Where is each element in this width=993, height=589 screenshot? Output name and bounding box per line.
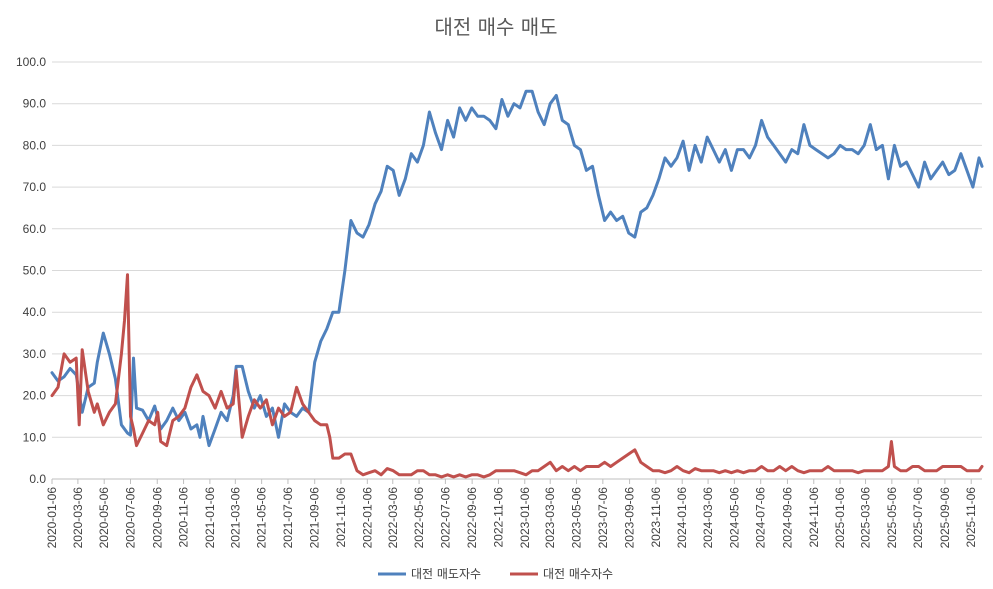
x-tick-label: 2020-11-06 [177,487,191,548]
x-tick-label: 2023-07-06 [596,487,610,549]
x-tick-label: 2025-05-06 [885,487,899,549]
x-tick-label: 2021-09-06 [308,487,322,549]
x-tick-label: 2021-03-06 [228,487,242,549]
x-tick-label: 2020-03-06 [71,487,85,549]
y-tick-label: 30.0 [23,347,47,361]
x-tick-label: 2024-01-06 [675,487,689,549]
y-tick-label: 90.0 [23,97,47,111]
x-tick-label: 2023-01-06 [518,487,532,549]
y-tick-label: 80.0 [23,138,47,152]
chart-title: 대전 매수 매도 [434,15,557,39]
legend-label-0: 대전 매도자수 [411,567,481,581]
x-tick-label: 2023-09-06 [623,487,637,549]
x-tick-label: 2022-03-06 [386,487,400,549]
x-tick-label: 2022-01-06 [360,487,374,549]
x-tick-label: 2023-03-06 [543,487,557,549]
x-tick-label: 2025-03-06 [859,487,873,549]
x-tick-label: 2020-01-06 [45,487,59,549]
x-tick-label: 2023-05-06 [570,487,584,549]
y-tick-label: 0.0 [29,472,46,486]
x-tick-label: 2021-01-06 [203,487,217,549]
x-tick-label: 2022-11-06 [491,487,505,548]
x-tick-label: 2025-09-06 [938,487,952,549]
x-tick-label: 2020-09-06 [150,487,164,549]
y-tick-label: 60.0 [23,222,47,236]
y-tick-label: 70.0 [23,180,47,194]
x-tick-label: 2022-09-06 [465,487,479,549]
x-tick-label: 2020-07-06 [124,487,138,549]
x-tick-label: 2025-11-06 [964,487,978,548]
x-tick-label: 2024-07-06 [754,487,768,549]
y-tick-label: 40.0 [23,305,47,319]
series-line-1 [50,273,984,479]
series-lines [50,89,984,479]
y-tick-label: 100.0 [16,55,46,69]
series-line-0 [50,89,984,448]
y-tick-label: 20.0 [23,389,47,403]
x-tick-label: 2025-07-06 [911,487,925,549]
x-tick-label: 2024-03-06 [701,487,715,549]
y-tick-label: 10.0 [23,430,47,444]
x-tick-label: 2021-07-06 [281,487,295,549]
x-tick-label: 2025-01-06 [833,487,847,549]
legend-label-1: 대전 매수자수 [543,567,613,581]
x-tick-label: 2021-05-06 [255,487,269,549]
y-tick-label: 50.0 [23,264,47,278]
x-axis-ticks: 2020-01-06 2020-03-06 2020-05-06 2020-07-06… [45,479,978,548]
x-tick-label: 2024-11-06 [807,487,821,548]
x-tick-label: 2021-11-06 [334,487,348,548]
y-axis-ticks: 0.0 10.0 20.0 30.0 40.0 50.0 60.0 70.0 80.0 90.0 1… [16,55,46,486]
x-tick-label: 2024-05-06 [727,487,741,549]
legend: 대전 매도자수 대전 매수자수 [378,567,613,581]
x-tick-label: 2022-07-06 [438,487,452,549]
x-tick-label: 2022-05-06 [412,487,426,549]
x-tick-label: 2023-11-06 [649,487,663,548]
gridlines [52,61,982,480]
x-tick-label: 2024-09-06 [780,487,794,549]
x-tick-label: 2020-05-06 [97,487,111,549]
